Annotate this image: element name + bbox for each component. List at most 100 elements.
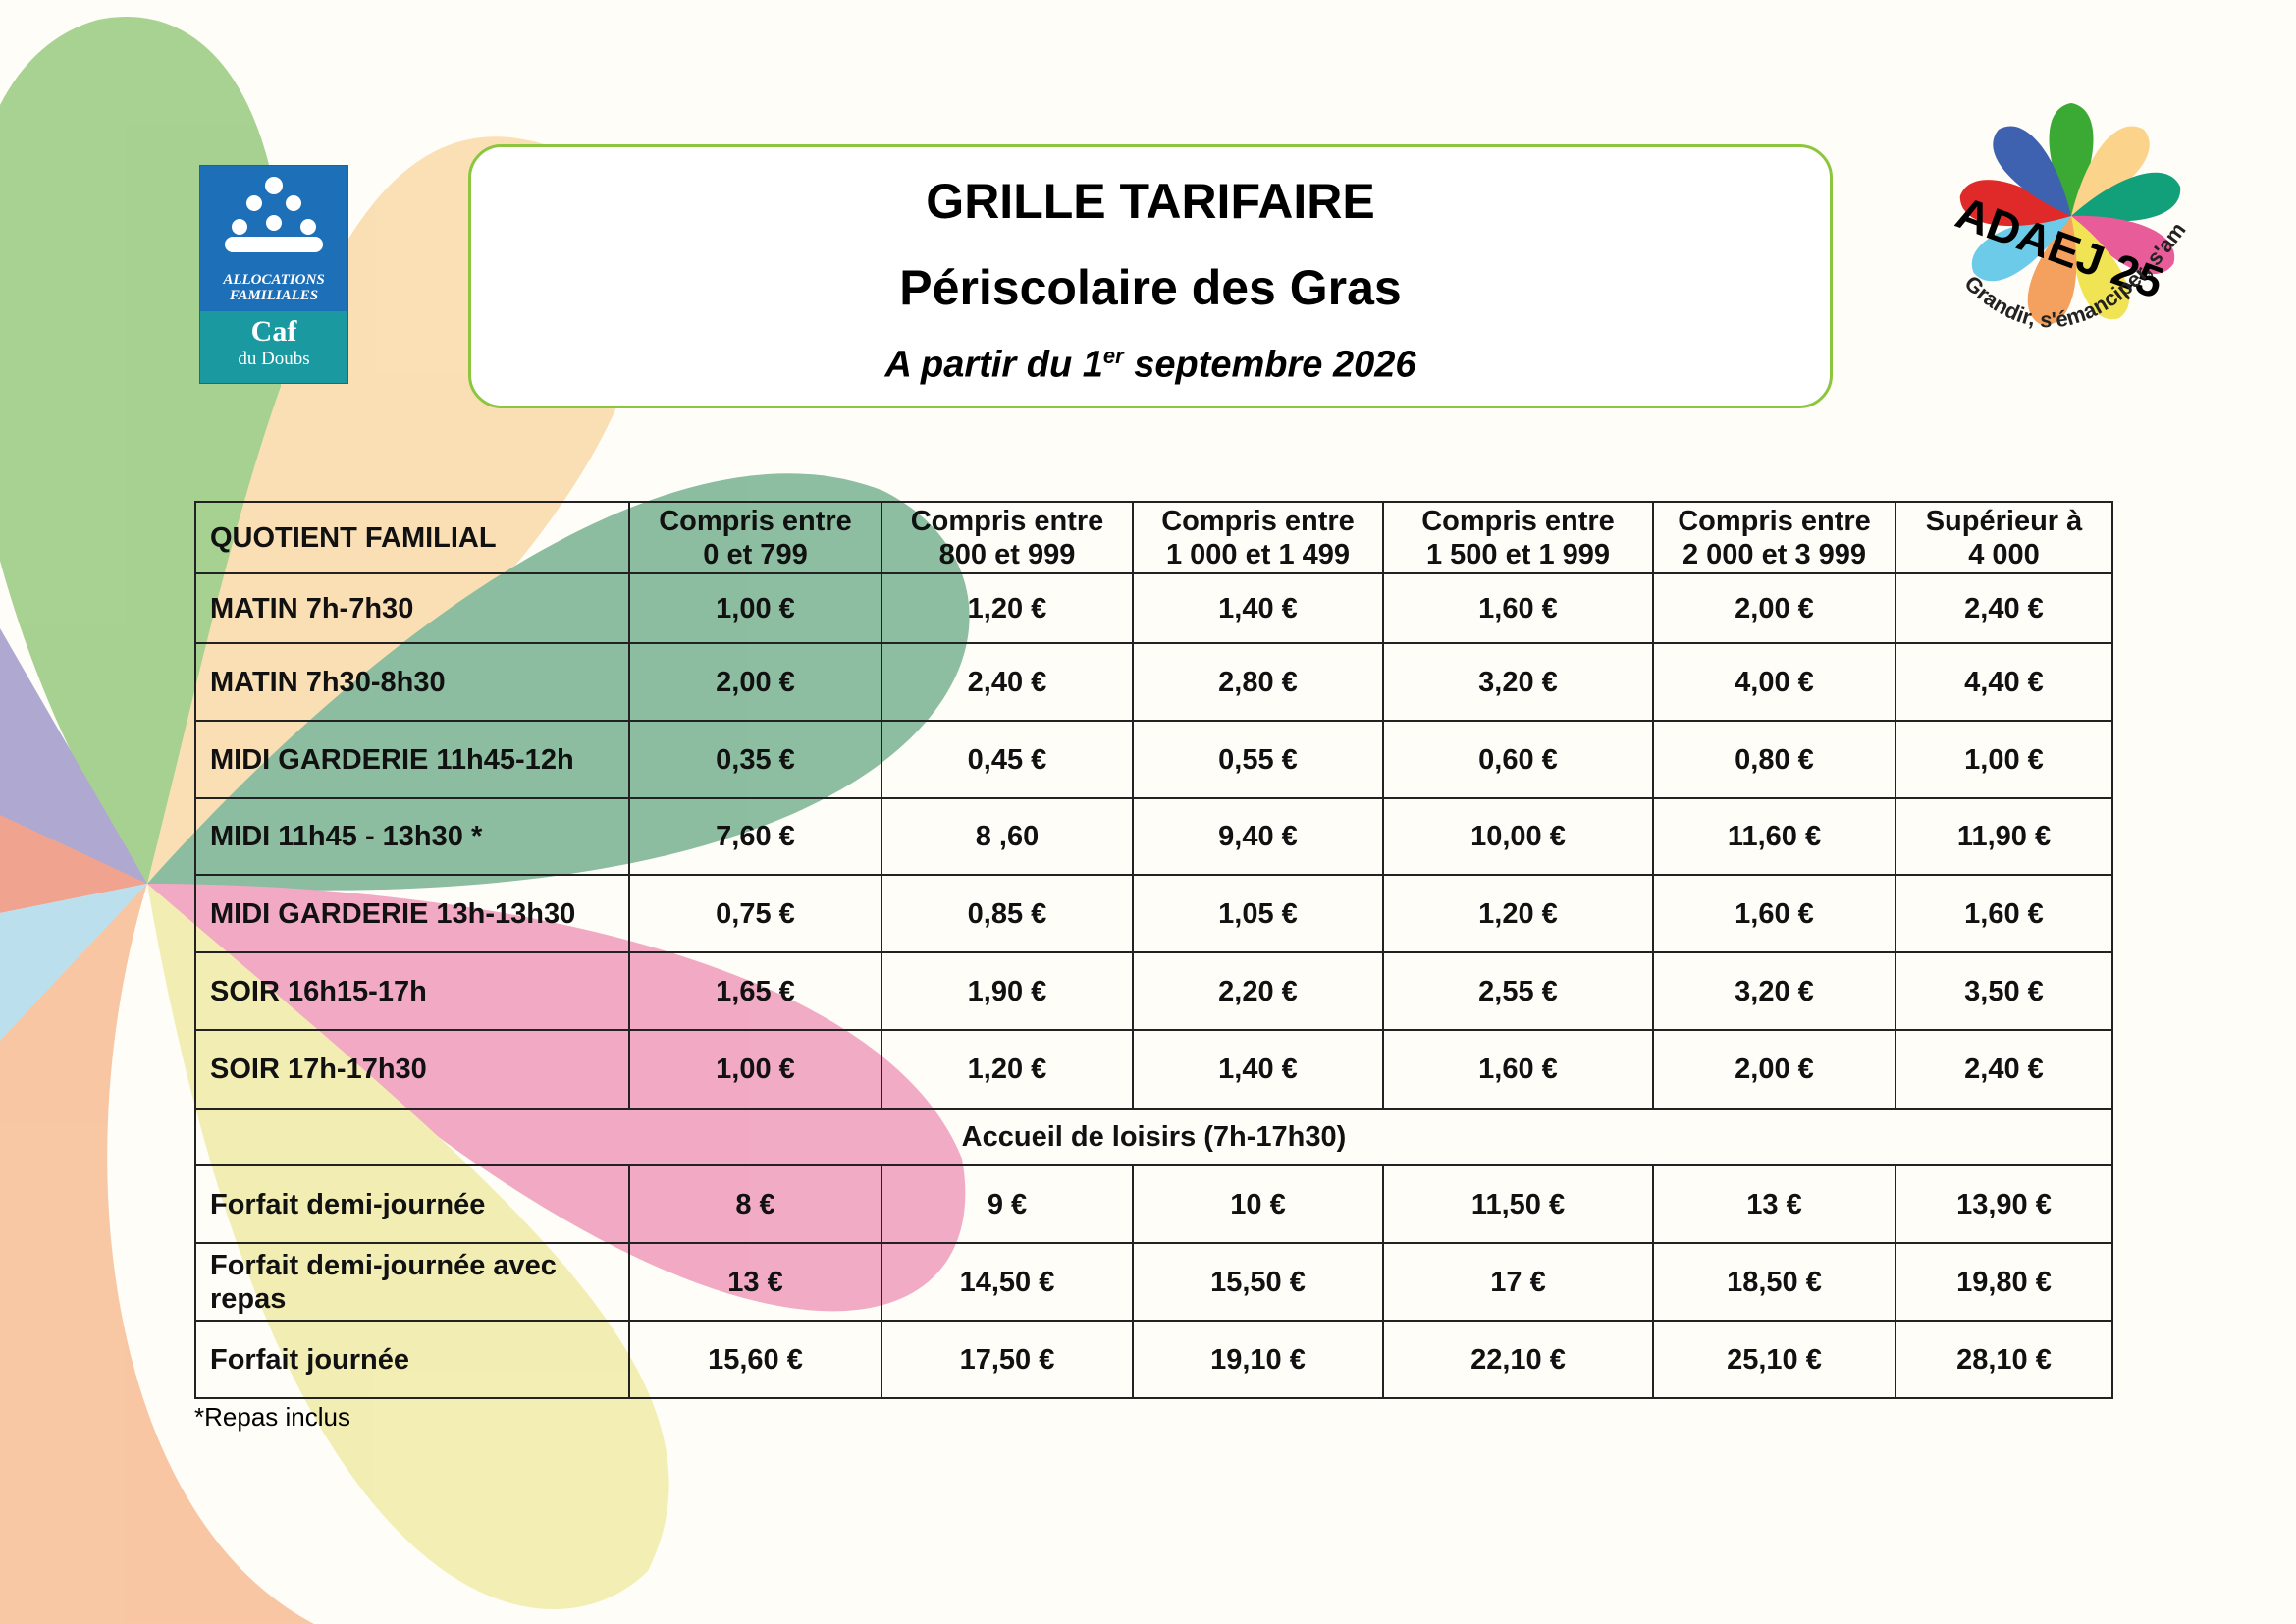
price-cell: 1,20 € (881, 572, 1134, 644)
price-cell: 2,80 € (1132, 642, 1384, 722)
price-table: QUOTIENT FAMILIAL Compris entre 0 et 799 C… (194, 501, 2113, 1399)
price-cell: 22,10 € (1382, 1320, 1654, 1399)
price-cell: 1,60 € (1895, 874, 2113, 953)
price-cell: 1,05 € (1132, 874, 1384, 953)
date-text: septembre 2026 (1123, 344, 1416, 386)
price-cell: 0,80 € (1652, 720, 1896, 799)
price-cell: 1,00 € (628, 1029, 882, 1110)
price-cell: 17,50 € (881, 1320, 1134, 1399)
price-cell: 13 € (628, 1242, 882, 1322)
table-row: MIDI GARDERIE 13h-13h30 0,75 €0,85 €1,05 … (194, 874, 2113, 953)
price-cell: 1,60 € (1652, 874, 1896, 953)
row-label: SOIR 17h-17h30 (194, 1029, 630, 1110)
price-cell: 1,00 € (1895, 720, 2113, 799)
price-cell: 14,50 € (881, 1242, 1134, 1322)
table-row: MIDI 11h45 - 13h30 * 7,60 €8 ,60 9,40 €10,… (194, 797, 2113, 876)
price-cell: 1,40 € (1132, 572, 1384, 644)
price-cell: 1,65 € (628, 951, 882, 1031)
row-label: Forfait demi-journée (194, 1164, 630, 1244)
price-cell: 4,40 € (1895, 642, 2113, 722)
price-cell: 15,50 € (1132, 1242, 1384, 1322)
header-cell: Compris entre 1 000 et 1 499 (1132, 501, 1384, 574)
section-row: Accueil de loisirs (7h-17h30) (194, 1108, 2113, 1166)
price-cell: 2,40 € (881, 642, 1134, 722)
row-label: Forfait demi-journée avec repas (194, 1242, 630, 1322)
header-cell: Supérieur à 4 000 (1895, 501, 2113, 574)
row-label: MATIN 7h30-8h30 (194, 642, 630, 722)
date-text: A partir du 1 (884, 344, 1103, 386)
row-label: MIDI 11h45 - 13h30 * (194, 797, 630, 876)
row-label: Forfait journée (194, 1320, 630, 1399)
price-cell: 9,40 € (1132, 797, 1384, 876)
adaej-logo: ADAEJ 25 Grandir, s'émanciper, s'amuser (1924, 79, 2191, 332)
caf-region: du Doubs (238, 349, 310, 369)
price-cell: 2,00 € (1652, 1029, 1896, 1110)
price-cell: 2,00 € (628, 642, 882, 722)
row-label: MIDI GARDERIE 13h-13h30 (194, 874, 630, 953)
row-label: SOIR 16h15-17h (194, 951, 630, 1031)
header-cell: Compris entre 0 et 799 (628, 501, 882, 574)
price-cell: 15,60 € (628, 1320, 882, 1399)
price-cell: 13,90 € (1895, 1164, 2113, 1244)
table-row: MATIN 7h30-8h30 2,00 €2,40 €2,80 €3,20 €4… (194, 642, 2113, 722)
price-cell: 2,40 € (1895, 1029, 2113, 1110)
price-cell: 8 € (628, 1164, 882, 1244)
price-cell: 28,10 € (1895, 1320, 2113, 1399)
price-cell: 25,10 € (1652, 1320, 1896, 1399)
price-cell: 13 € (1652, 1164, 1896, 1244)
price-cell: 9 € (881, 1164, 1134, 1244)
price-cell: 1,00 € (628, 572, 882, 644)
title-box: GRILLE TARIFAIRE Périscolaire des Gras A… (468, 144, 1833, 408)
price-cell: 2,40 € (1895, 572, 2113, 644)
price-cell: 1,20 € (881, 1029, 1134, 1110)
price-cell: 2,00 € (1652, 572, 1896, 644)
caf-figures (225, 177, 323, 252)
table-row: MIDI GARDERIE 11h45-12h 0,35 €0,45 €0,55 … (194, 720, 2113, 799)
price-cell: 0,55 € (1132, 720, 1384, 799)
price-cell: 3,50 € (1895, 951, 2113, 1031)
price-cell: 1,60 € (1382, 572, 1654, 644)
price-cell: 10 € (1132, 1164, 1384, 1244)
date-line: A partir du 1er septembre 2026 (471, 344, 1830, 387)
price-cell: 0,60 € (1382, 720, 1654, 799)
price-cell: 8 ,60 (881, 797, 1134, 876)
header-cell: QUOTIENT FAMILIAL (194, 501, 630, 574)
caf-logo: ALLOCATIONS FAMILIALES Caf du Doubs (199, 165, 348, 384)
date-sup: er (1102, 344, 1124, 368)
section-cell: Accueil de loisirs (7h-17h30) (194, 1108, 2113, 1166)
header-cell: Compris entre 1 500 et 1 999 (1382, 501, 1654, 574)
header-row: QUOTIENT FAMILIAL Compris entre 0 et 799 C… (194, 501, 2113, 574)
header-cell: Compris entre 800 et 999 (881, 501, 1134, 574)
caf-band: Caf du Doubs (200, 311, 347, 383)
price-cell: 18,50 € (1652, 1242, 1896, 1322)
price-cell: 11,90 € (1895, 797, 2113, 876)
price-cell: 1,60 € (1382, 1029, 1654, 1110)
header-cell: Compris entre 2 000 et 3 999 (1652, 501, 1896, 574)
table-row: SOIR 17h-17h30 1,00 €1,20 €1,40 €1,60 €2,… (194, 1029, 2113, 1110)
table-row: Forfait journée 15,60 €17,50 €19,10 €22,1… (194, 1320, 2113, 1399)
caf-text: ALLOCATIONS FAMILIALES (200, 272, 347, 303)
price-cell: 1,40 € (1132, 1029, 1384, 1110)
price-cell: 3,20 € (1382, 642, 1654, 722)
title: GRILLE TARIFAIRE (926, 174, 1375, 229)
subtitle: Périscolaire des Gras (899, 260, 1402, 315)
price-cell: 1,90 € (881, 951, 1134, 1031)
caf-line: ALLOCATIONS (223, 272, 325, 288)
price-cell: 17 € (1382, 1242, 1654, 1322)
price-cell: 4,00 € (1652, 642, 1896, 722)
row-label: MATIN 7h-7h30 (194, 572, 630, 644)
table-row: SOIR 16h15-17h 1,65 €1,90 €2,20 €2,55 €3,… (194, 951, 2113, 1031)
table-row: Forfait demi-journée 8 €9 €10 €11,50 €13 … (194, 1164, 2113, 1244)
price-cell: 1,20 € (1382, 874, 1654, 953)
price-cell: 0,45 € (881, 720, 1134, 799)
caf-name: Caf (250, 315, 297, 348)
price-cell: 19,10 € (1132, 1320, 1384, 1399)
price-cell: 0,75 € (628, 874, 882, 953)
price-cell: 19,80 € (1895, 1242, 2113, 1322)
price-cell: 11,60 € (1652, 797, 1896, 876)
price-cell: 10,00 € (1382, 797, 1654, 876)
row-label: MIDI GARDERIE 11h45-12h (194, 720, 630, 799)
price-cell: 2,20 € (1132, 951, 1384, 1031)
